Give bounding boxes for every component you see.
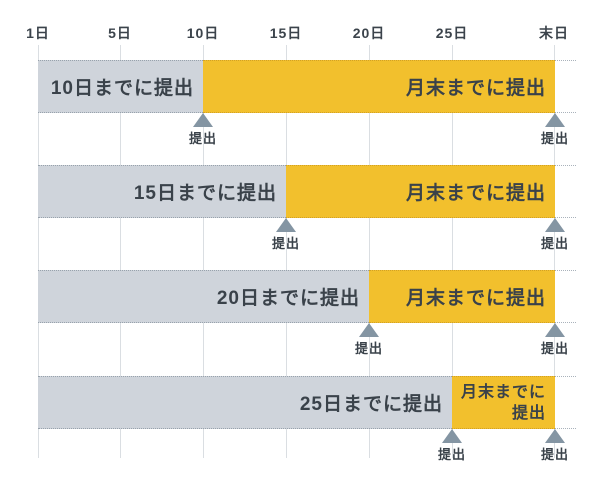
row3-deadline-bar: 20日までに提出 bbox=[38, 270, 369, 323]
row1-deadline-bar: 10日までに提出 bbox=[38, 60, 203, 113]
triangle-up-icon bbox=[193, 113, 213, 127]
triangle-up-icon bbox=[442, 429, 462, 443]
row2-deadline-bar: 15日までに提出 bbox=[38, 165, 286, 218]
row4-submit-marker-mid: 提出 bbox=[430, 429, 474, 463]
axis-tick-15: 15日 bbox=[269, 25, 303, 41]
axis-tick-5: 5日 bbox=[108, 25, 132, 41]
axis-tick-1: 1日 bbox=[26, 25, 50, 41]
gridline-monthend bbox=[554, 45, 555, 458]
row1-submit-marker-mid: 提出 bbox=[181, 113, 225, 147]
gridline-day1 bbox=[38, 45, 39, 458]
row3-submit-marker-mid: 提出 bbox=[347, 323, 391, 357]
gridline-day5 bbox=[120, 45, 121, 458]
submit-label: 提出 bbox=[271, 236, 300, 251]
row2-monthend-bar: 月末までに提出 bbox=[286, 165, 555, 218]
triangle-up-icon bbox=[545, 113, 565, 127]
submit-label: 提出 bbox=[540, 447, 569, 462]
gridline-day20 bbox=[369, 45, 370, 458]
triangle-up-icon bbox=[545, 218, 565, 232]
row4-submit-marker-end: 提出 bbox=[533, 429, 577, 463]
submit-label: 提出 bbox=[540, 236, 569, 251]
submit-label: 提出 bbox=[437, 447, 466, 462]
axis-tick-25: 25日 bbox=[435, 25, 469, 41]
axis-tick-monthend: 末日 bbox=[539, 25, 569, 41]
row2-submit-marker-mid: 提出 bbox=[264, 218, 308, 252]
triangle-up-icon bbox=[545, 429, 565, 443]
axis-tick-20: 20日 bbox=[352, 25, 386, 41]
row3-monthend-bar: 月末までに提出 bbox=[369, 270, 555, 323]
submit-label: 提出 bbox=[188, 131, 217, 146]
row1-submit-marker-end: 提出 bbox=[533, 113, 577, 147]
triangle-up-icon bbox=[359, 323, 379, 337]
row3-submit-marker-end: 提出 bbox=[533, 323, 577, 357]
submit-label: 提出 bbox=[540, 341, 569, 356]
row4-monthend-bar: 月末までに提出 bbox=[452, 376, 555, 429]
row2-submit-marker-end: 提出 bbox=[533, 218, 577, 252]
submit-label: 提出 bbox=[540, 131, 569, 146]
axis-tick-10: 10日 bbox=[186, 25, 220, 41]
submit-label: 提出 bbox=[354, 341, 383, 356]
gridline-day25 bbox=[452, 45, 453, 458]
triangle-up-icon bbox=[276, 218, 296, 232]
row1-monthend-bar: 月末までに提出 bbox=[203, 60, 555, 113]
row4-deadline-bar: 25日までに提出 bbox=[38, 376, 452, 429]
gridline-day15 bbox=[286, 45, 287, 458]
triangle-up-icon bbox=[545, 323, 565, 337]
gridline-day10 bbox=[203, 45, 204, 458]
